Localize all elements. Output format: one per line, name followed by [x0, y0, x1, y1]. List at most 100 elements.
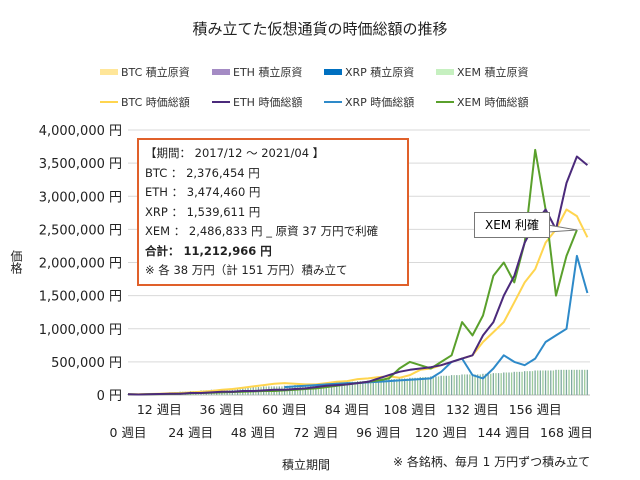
y-tick-label: 500,000 円 — [51, 356, 122, 371]
principal-bar — [568, 369, 570, 395]
principal-bar — [503, 372, 505, 395]
principal-bar — [578, 369, 581, 395]
principal-bar — [526, 371, 528, 395]
principal-bar — [411, 377, 414, 395]
principal-bar — [359, 381, 361, 395]
principal-bar — [565, 369, 568, 395]
x-tick-label: 0 週目 — [110, 425, 147, 440]
x-tick-label: 168 週目 — [540, 425, 593, 440]
principal-bar — [435, 376, 437, 395]
principal-bar — [518, 371, 521, 395]
principal-bar — [542, 370, 544, 395]
summary-total: 合計： 11,212,966 円 — [145, 242, 407, 262]
principal-bar — [349, 381, 351, 395]
legend-label: BTC 時価総額 — [121, 96, 190, 109]
chart-title: 積み立てた仮想通貨の時価総額の推移 — [192, 20, 448, 38]
principal-bar — [401, 378, 403, 395]
principal-bar — [312, 384, 314, 395]
summary-total-text: 合計： 11,212,966 円 — [145, 243, 272, 258]
legend-item-btc-principal: BTC 積立原資 — [100, 64, 212, 80]
principal-bar — [346, 381, 348, 395]
principal-bar — [490, 373, 492, 395]
legend-item-xem: XEM 時価総額 — [436, 94, 548, 110]
principal-bar — [445, 375, 448, 395]
principal-bar — [367, 380, 369, 395]
x-tick-label: 156 週目 — [509, 402, 562, 417]
principal-bar — [409, 377, 411, 395]
principal-bar — [463, 374, 466, 395]
x-tick-label: 48 週目 — [231, 425, 276, 440]
x-tick-label: 24 週目 — [168, 425, 213, 440]
swatch-icon — [100, 69, 118, 75]
legend-label: ETH 積立原資 — [233, 66, 303, 79]
x-tick-label: 120 週目 — [415, 425, 468, 440]
principal-bar — [320, 383, 322, 395]
line-icon — [212, 101, 230, 103]
principal-bar — [466, 374, 468, 395]
principal-bar — [500, 373, 502, 395]
principal-bar — [330, 383, 333, 395]
principal-bar — [495, 373, 497, 395]
swatch-icon — [212, 69, 230, 75]
legend-value: BTC 時価総額 ETH 時価総額 XRP 時価総額 XEM 時価総額 — [100, 94, 548, 110]
principal-bar — [474, 374, 476, 395]
y-tick-label: 3,500,000 円 — [39, 157, 122, 172]
legend-label: XRP 時価総額 — [345, 96, 415, 109]
eth-line — [127, 155, 589, 396]
summary-eth: ETH ： 3,474,460 円 — [145, 185, 261, 199]
principal-bar — [390, 379, 393, 395]
principal-bar — [343, 382, 346, 395]
principal-bar — [375, 380, 377, 395]
callout-pointer — [547, 224, 578, 233]
principal-bar — [354, 381, 356, 395]
principal-bar — [477, 374, 479, 395]
legend-item-xem-principal: XEM 積立原資 — [436, 64, 548, 80]
principal-bar — [414, 377, 416, 395]
swatch-icon — [436, 69, 454, 75]
principal-bar — [325, 383, 327, 395]
principal-bar — [479, 374, 481, 395]
legend-item-eth-principal: ETH 積立原資 — [212, 64, 324, 80]
principal-bar — [550, 370, 552, 395]
line-icon — [100, 101, 118, 103]
principal-bar — [471, 374, 474, 395]
xrp-line — [284, 254, 589, 389]
principal-bar — [422, 377, 424, 395]
legend-item-eth: ETH 時価総額 — [212, 94, 324, 110]
principal-bar — [419, 377, 421, 395]
x-tick-label: 12 週目 — [137, 402, 182, 417]
principal-bar — [406, 378, 408, 395]
principal-bar — [563, 369, 565, 395]
principal-bar — [448, 375, 450, 395]
summary-xem: XEM ： 2,486,833 円 _ 原資 37 万円で利確 — [145, 224, 379, 238]
x-tick-label: 60 週目 — [262, 402, 307, 417]
principal-bar — [584, 369, 586, 395]
y-tick-label: 2,500,000 円 — [39, 223, 122, 238]
x-tick-label: 72 週目 — [293, 425, 338, 440]
x-tick-label: 132 週目 — [446, 402, 499, 417]
y-tick-label: 3,000,000 円 — [39, 190, 122, 205]
principal-bar — [531, 371, 534, 395]
principal-bar — [424, 377, 427, 395]
principal-bar — [432, 376, 434, 395]
principal-bar — [351, 381, 354, 395]
principal-bar — [398, 378, 401, 395]
principal-bar — [323, 383, 325, 395]
btc-line — [128, 208, 589, 396]
principal-bar — [492, 373, 494, 395]
principal-bar — [521, 371, 523, 395]
legend-label: ETH 時価総額 — [233, 96, 303, 109]
principal-bar — [356, 381, 359, 395]
principal-bar — [362, 381, 364, 395]
legend-label: BTC 積立原資 — [121, 66, 190, 79]
principal-bar — [377, 379, 380, 395]
legend-principal: BTC 積立原資 ETH 積立原資 XRP 積立原資 XEM 積立原資 — [100, 64, 548, 80]
annotation-xem-profit: XEM 利確 — [474, 212, 550, 238]
summary-box: 【期間： 2017/12 ～ 2021/04 】 BTC ： 2,376,454… — [137, 138, 409, 286]
x-tick-label: 108 週目 — [383, 402, 436, 417]
x-tick-label: 144 週目 — [477, 425, 530, 440]
y-axis-label: 価格 — [9, 250, 23, 274]
principal-bar — [537, 370, 539, 395]
principal-bar — [456, 375, 458, 395]
